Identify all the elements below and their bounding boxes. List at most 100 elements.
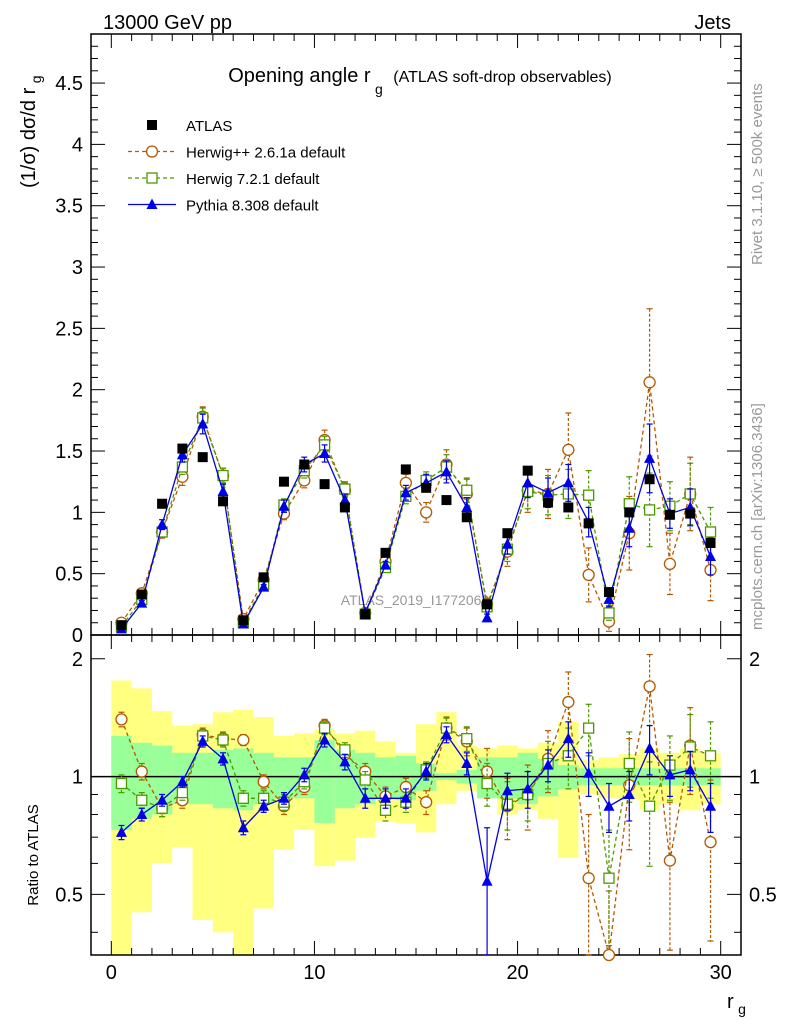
legend-entry: Herwig 7.2.1 default — [128, 171, 320, 188]
main-data-point — [136, 597, 148, 608]
main-data-point — [542, 486, 554, 498]
ratio-data-point — [298, 768, 310, 780]
main-y-tick-label: 2.5 — [55, 318, 83, 340]
main-data-point — [319, 479, 330, 490]
main-data-point — [543, 497, 554, 508]
ratio-data-bands — [111, 680, 721, 955]
main-data-point — [643, 376, 656, 389]
ratio-band-inner-bin — [273, 757, 295, 799]
ratio-data-point — [705, 800, 717, 811]
ratio-data-point — [420, 765, 432, 777]
ratio-data-point — [583, 722, 595, 734]
plot-title: Opening angle r g (ATLAS soft-drop obser… — [228, 65, 612, 98]
x-tick-label: 10 — [303, 962, 325, 984]
ratio-data-point — [156, 794, 168, 805]
ratio-data-point — [644, 742, 656, 753]
main-data-point — [421, 482, 432, 493]
main-data-point — [522, 465, 533, 476]
main-series-line — [120, 382, 712, 624]
main-data-point — [623, 522, 635, 533]
main-data-point — [705, 550, 717, 562]
main-data-point — [644, 474, 655, 485]
ratio-data-point — [623, 757, 635, 770]
main-data-point — [258, 572, 269, 583]
legend-label: Herwig++ 2.6.1a default — [186, 145, 346, 162]
main-data-point — [583, 518, 594, 529]
main-data-point — [603, 593, 615, 604]
ratio-x-tick-labels: 0 10 20 30 — [106, 962, 732, 984]
ratio-data-point — [542, 759, 554, 770]
main-series-atlas — [116, 443, 716, 631]
ratio-data-point — [197, 735, 209, 746]
watermark: ATLAS_2019_I1772062 — [341, 592, 490, 608]
ratio-data-point — [562, 732, 574, 744]
main-y-tick-label: 4 — [72, 134, 83, 156]
ratio-data-point — [603, 872, 615, 884]
ratio-data-point — [257, 775, 270, 788]
main-data-point — [582, 568, 595, 582]
main-data-point — [644, 452, 656, 463]
main-data-point — [563, 502, 574, 513]
main-data-point — [583, 489, 595, 501]
main-series-herwig-2-6-1a-default — [115, 308, 717, 632]
plot-title-suffix: (ATLAS soft-drop observables) — [393, 69, 611, 86]
ratio-data-point — [420, 796, 433, 809]
main-data-point — [258, 581, 270, 592]
ratio-data-point — [623, 788, 635, 799]
legend-label: Herwig 7.2.1 default — [186, 171, 320, 188]
main-y-tick-labels: 0 0.5 1 1.5 2 2.5 3 3.5 4 4.5 — [55, 73, 83, 647]
ratio-data-point — [217, 752, 229, 764]
ratio-data-point — [522, 782, 534, 794]
ratio-data-point — [684, 763, 696, 775]
ratio-band-inner-bin — [192, 752, 213, 805]
rivet-side-label: Rivet 3.1.10, ≥ 500k events — [749, 83, 766, 265]
main-data-point — [339, 494, 351, 505]
ratio-band-outer-bin — [436, 712, 457, 805]
main-data-point — [360, 609, 371, 620]
main-data-point — [238, 615, 249, 626]
ratio-data-point — [217, 734, 229, 746]
main-data-point — [339, 502, 350, 513]
legend-entry: Herwig++ 2.6.1a default — [128, 145, 346, 162]
plot-title-main: Opening angle r — [228, 65, 371, 87]
ratio-data-point — [136, 794, 148, 806]
main-data-point — [461, 484, 473, 496]
ratio-data-point — [643, 800, 656, 812]
main-data-point — [664, 509, 675, 520]
legend-entry: Pythia 8.308 default — [128, 198, 319, 215]
main-data-point — [177, 443, 188, 454]
ratio-axis-ticks — [91, 635, 741, 955]
main-data-point — [380, 547, 391, 558]
main-y-tick-label: 2 — [72, 380, 83, 402]
ratio-y-tick-labels: 0.5 0.5 1 1 2 2 — [55, 649, 777, 907]
ratio-data-point — [136, 808, 148, 819]
main-data-point — [482, 599, 493, 610]
main-data-point — [156, 518, 168, 530]
main-data-point — [157, 498, 168, 509]
ratio-y-axis-label: Ratio to ATLAS — [25, 804, 42, 905]
ratio-data-point — [115, 826, 127, 837]
main-data-point — [705, 538, 716, 549]
ratio-band-inner-bin — [314, 740, 335, 824]
main-data-point — [380, 559, 392, 570]
main-data-point — [663, 557, 677, 571]
ratio-data-point — [176, 786, 189, 799]
ratio-data-point — [339, 744, 351, 756]
mcplots-side-label: mcplots.cern.ch [arXiv:1306.3436] — [749, 403, 766, 630]
main-data-point — [218, 496, 229, 507]
ratio-data-point — [359, 792, 371, 803]
ratio-series-line — [121, 733, 712, 882]
ratio-y-tick-label-left: 2 — [72, 649, 83, 671]
ratio-data-point — [481, 777, 493, 790]
ratio-y-tick-label-left: 0.5 — [55, 884, 83, 906]
x-tick-label: 30 — [710, 962, 732, 984]
main-data-point — [197, 418, 209, 429]
main-y-axis-label: (1/σ) dσ/d r g — [18, 75, 44, 188]
ratio-data-point — [603, 800, 615, 811]
main-data-point — [502, 528, 513, 539]
ratio-data-point — [643, 680, 656, 693]
main-data-point — [603, 587, 614, 598]
legend-marker — [145, 145, 159, 158]
ratio-series-line — [121, 726, 711, 879]
legend-label: ATLAS — [186, 118, 232, 135]
